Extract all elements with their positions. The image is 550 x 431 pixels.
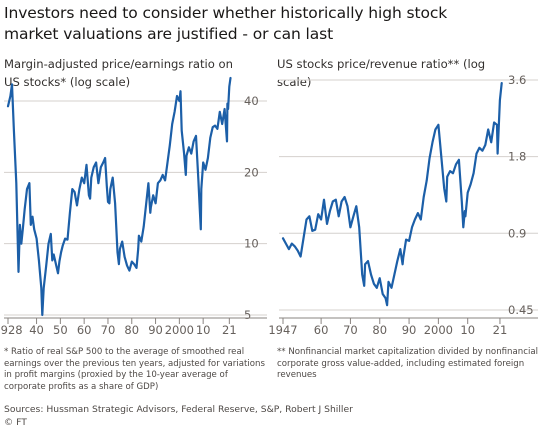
y-tick-label: 10 (244, 237, 259, 251)
x-tick-label: 2000 (165, 323, 194, 337)
y-tick-label: 5 (244, 308, 251, 322)
x-tick-label: 10 (460, 323, 475, 337)
left-chart-footnote: * Ratio of real S&P 500 to the average o… (4, 347, 265, 392)
x-tick-label: 90 (402, 323, 417, 337)
x-tick-label: 10 (196, 323, 211, 337)
series-line (281, 82, 503, 307)
x-tick-label: 2000 (424, 323, 453, 337)
x-tick-label: 21 (493, 323, 508, 337)
headline: Investors need to consider whether histo… (4, 4, 448, 43)
y-tick-label: 3.6 (508, 73, 526, 87)
sources-note: Sources: Hussman Strategic Advisors, Fed… (4, 404, 353, 415)
x-tick-label: 80 (372, 323, 387, 337)
x-tick-label: 60 (314, 323, 329, 337)
y-tick-label: 20 (244, 165, 259, 179)
x-tick-label: 1928 (0, 323, 23, 337)
x-tick-label: 40 (29, 323, 44, 337)
y-tick-label: 1.8 (508, 150, 526, 164)
right-chart-title: US stocks price/revenue ratio** (log sca… (277, 57, 486, 89)
x-tick-label: 21 (222, 323, 237, 337)
ft-credit: © FT (4, 417, 27, 428)
x-tick-label: 90 (148, 323, 163, 337)
right-chart-footnote: ** Nonfinancial market capitalization di… (277, 347, 538, 380)
x-tick-label: 80 (124, 323, 139, 337)
x-tick-label: 60 (77, 323, 92, 337)
x-tick-label: 70 (101, 323, 116, 337)
left-chart-title: Margin-adjusted price/earnings ratio on … (4, 57, 233, 89)
x-tick-label: 50 (53, 323, 68, 337)
y-tick-label: 40 (244, 94, 259, 108)
y-tick-label: 0.45 (508, 303, 534, 317)
y-tick-label: 0.9 (508, 226, 526, 240)
series-line (6, 76, 232, 317)
x-tick-label: 1947 (268, 323, 297, 337)
x-tick-label: 70 (343, 323, 358, 337)
